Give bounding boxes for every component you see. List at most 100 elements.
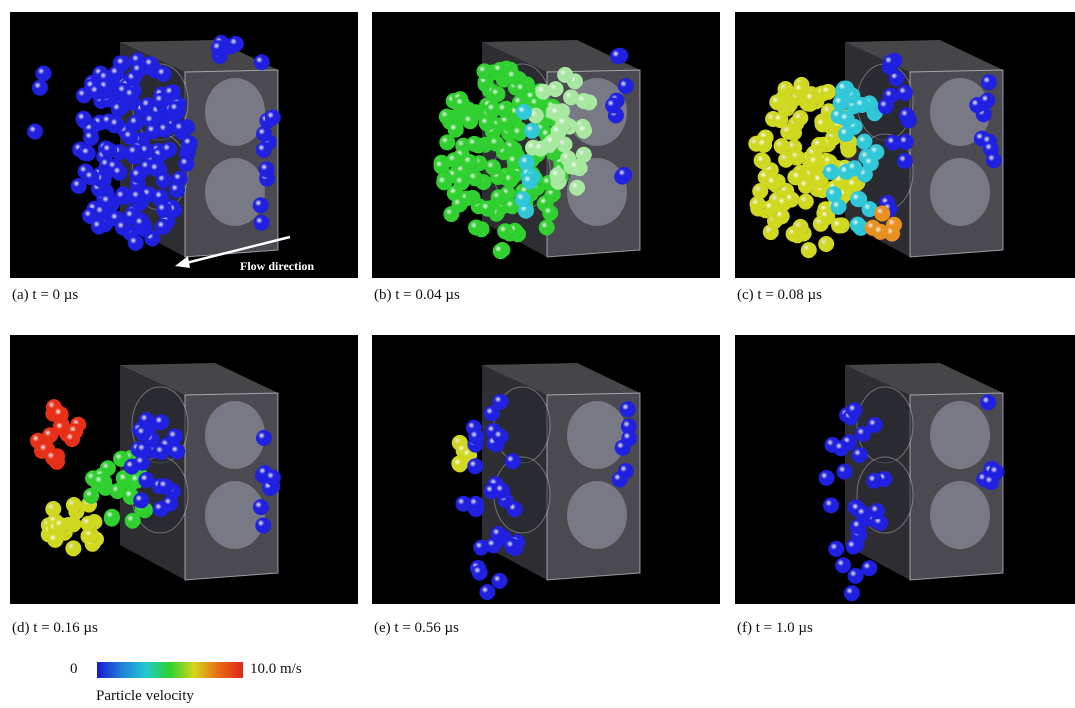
sim-panel xyxy=(735,335,1075,604)
particle xyxy=(89,84,105,100)
particle xyxy=(836,81,852,97)
figure: {"panels": [ {"caption": "(a) t = 0 µs"}… xyxy=(0,0,1075,708)
particle xyxy=(505,453,521,469)
particle xyxy=(155,219,171,235)
particle xyxy=(750,196,766,212)
particle xyxy=(173,121,189,137)
particle xyxy=(861,560,877,576)
sim-view xyxy=(10,12,358,278)
particle xyxy=(254,54,270,70)
particle xyxy=(124,87,140,103)
cylinder xyxy=(930,158,990,226)
sim-panel xyxy=(735,12,1075,278)
particle xyxy=(793,219,809,235)
cylinder xyxy=(205,78,265,146)
particle xyxy=(516,104,532,120)
particle xyxy=(178,156,194,172)
particle xyxy=(831,218,847,234)
particle xyxy=(109,65,125,81)
particle xyxy=(755,153,771,169)
particle xyxy=(801,242,817,258)
particle xyxy=(792,110,808,126)
particle xyxy=(468,220,484,236)
particle xyxy=(780,124,796,140)
particle xyxy=(846,539,862,555)
particle xyxy=(156,66,172,82)
particle xyxy=(53,517,69,533)
particle xyxy=(494,483,510,499)
particle xyxy=(468,496,484,512)
particle xyxy=(473,540,489,556)
particle xyxy=(488,136,504,152)
particle xyxy=(100,194,116,210)
panel-caption: (d) t = 0.16 µs xyxy=(12,620,98,637)
colorbar-min: 0 xyxy=(70,661,78,678)
particle xyxy=(80,145,96,161)
particle xyxy=(869,503,885,519)
particle xyxy=(492,394,508,410)
particle xyxy=(472,565,488,581)
particle xyxy=(83,169,99,185)
particle xyxy=(769,94,785,110)
particle xyxy=(80,516,96,532)
particle xyxy=(479,115,495,131)
particle xyxy=(493,429,509,445)
particle xyxy=(496,102,512,118)
particle xyxy=(831,199,847,215)
particle xyxy=(253,499,269,515)
particle xyxy=(446,152,462,168)
particle xyxy=(784,192,800,208)
particle xyxy=(850,217,866,233)
particle xyxy=(610,48,626,64)
particle xyxy=(115,189,131,205)
particle xyxy=(981,74,997,90)
particle xyxy=(491,526,507,542)
particle xyxy=(885,135,901,151)
particle xyxy=(93,474,109,490)
cylinder xyxy=(567,481,627,549)
particle xyxy=(618,78,634,94)
sim-panel: Flow direction xyxy=(10,12,358,278)
particle xyxy=(468,429,484,445)
sim-view xyxy=(372,335,720,603)
particle xyxy=(550,167,566,183)
particle xyxy=(605,98,621,114)
particle xyxy=(852,447,868,463)
particle xyxy=(47,532,63,548)
particle xyxy=(883,54,899,70)
particle xyxy=(850,191,866,207)
particle xyxy=(778,81,794,97)
particle xyxy=(161,142,177,158)
particle xyxy=(811,137,827,153)
particle xyxy=(53,406,69,422)
particle xyxy=(522,173,538,189)
particle xyxy=(621,430,637,446)
particle xyxy=(897,85,913,101)
particle xyxy=(466,136,482,152)
particle xyxy=(83,130,99,146)
particle xyxy=(145,123,161,139)
sim-view xyxy=(735,12,1075,278)
particle xyxy=(168,101,184,117)
particle xyxy=(856,134,872,150)
particle xyxy=(211,40,227,56)
particle xyxy=(544,134,560,150)
particle xyxy=(45,501,61,517)
panel-caption: (e) t = 0.56 µs xyxy=(374,620,459,637)
particle xyxy=(127,144,143,160)
particle xyxy=(167,429,183,445)
particle xyxy=(813,216,829,232)
particle xyxy=(156,202,172,218)
particle xyxy=(36,66,52,82)
particle xyxy=(439,109,455,125)
panel-caption: (c) t = 0.08 µs xyxy=(737,287,822,304)
particle xyxy=(128,115,144,131)
particle xyxy=(66,497,82,513)
particle xyxy=(253,197,269,213)
particle xyxy=(778,152,794,168)
particle xyxy=(851,518,867,534)
particle xyxy=(477,63,493,79)
particle xyxy=(774,138,790,154)
particle xyxy=(620,401,636,417)
particle xyxy=(169,444,185,460)
